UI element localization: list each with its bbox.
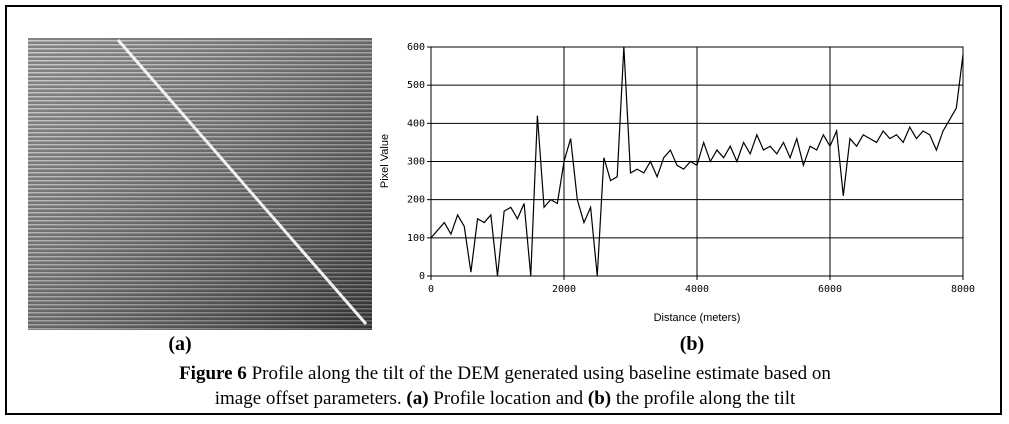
x-tick-label: 6000 [818, 284, 842, 295]
x-tick-label: 8000 [951, 284, 975, 295]
x-axis-label: Distance (meters) [654, 312, 741, 324]
caption-line: image offset parameters. (a) Profile loc… [215, 388, 796, 409]
caption-run: Profile location and [429, 388, 588, 409]
y-tick-label: 400 [407, 118, 425, 129]
caption-run: the profile along the tilt [611, 388, 796, 409]
frame [5, 5, 1002, 415]
panel-label: (b) [680, 333, 704, 355]
y-tick-label: 100 [407, 233, 425, 244]
y-tick-label: 0 [419, 271, 425, 282]
y-tick-label: 500 [407, 80, 425, 91]
y-axis-label: Pixel Value [379, 134, 391, 188]
y-tick-label: 600 [407, 42, 425, 53]
panel-label: (a) [168, 333, 191, 355]
caption-line: Figure 6 Profile along the tilt of the D… [179, 363, 831, 384]
caption-run: image offset parameters. [215, 388, 407, 409]
profile-image [28, 38, 372, 330]
x-tick-label: 4000 [685, 284, 709, 295]
caption-run: (b) [588, 388, 611, 409]
x-tick-label: 2000 [552, 284, 576, 295]
y-tick-label: 300 [407, 157, 425, 168]
caption-run: Figure 6 [179, 363, 247, 384]
data-line [430, 46, 964, 277]
caption-run: Profile along the tilt of the DEM genera… [247, 363, 832, 384]
plot-area [430, 46, 964, 277]
x-tick-label: 0 [428, 284, 434, 295]
y-tick-label: 200 [407, 195, 425, 206]
caption-run: (a) [406, 388, 428, 409]
